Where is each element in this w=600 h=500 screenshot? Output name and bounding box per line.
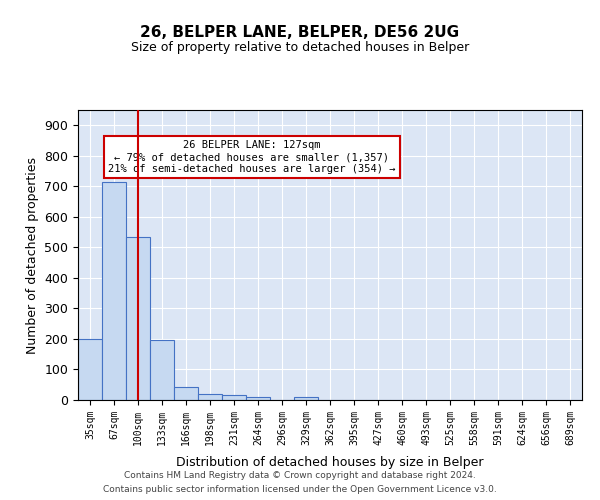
X-axis label: Distribution of detached houses by size in Belper: Distribution of detached houses by size … xyxy=(176,456,484,469)
Text: Size of property relative to detached houses in Belper: Size of property relative to detached ho… xyxy=(131,41,469,54)
Bar xyxy=(78,339,102,400)
Bar xyxy=(246,397,270,400)
Bar xyxy=(102,182,126,400)
Bar xyxy=(222,396,246,400)
Text: 26, BELPER LANE, BELPER, DE56 2UG: 26, BELPER LANE, BELPER, DE56 2UG xyxy=(140,25,460,40)
Text: Contains public sector information licensed under the Open Government Licence v3: Contains public sector information licen… xyxy=(103,484,497,494)
Text: 26 BELPER LANE: 127sqm
← 79% of detached houses are smaller (1,357)
21% of semi-: 26 BELPER LANE: 127sqm ← 79% of detached… xyxy=(108,140,395,173)
Bar xyxy=(150,340,174,400)
Bar xyxy=(198,394,222,400)
Bar xyxy=(174,387,198,400)
Text: Contains HM Land Registry data © Crown copyright and database right 2024.: Contains HM Land Registry data © Crown c… xyxy=(124,472,476,480)
Bar xyxy=(294,397,318,400)
Bar xyxy=(126,236,150,400)
Y-axis label: Number of detached properties: Number of detached properties xyxy=(26,156,39,354)
